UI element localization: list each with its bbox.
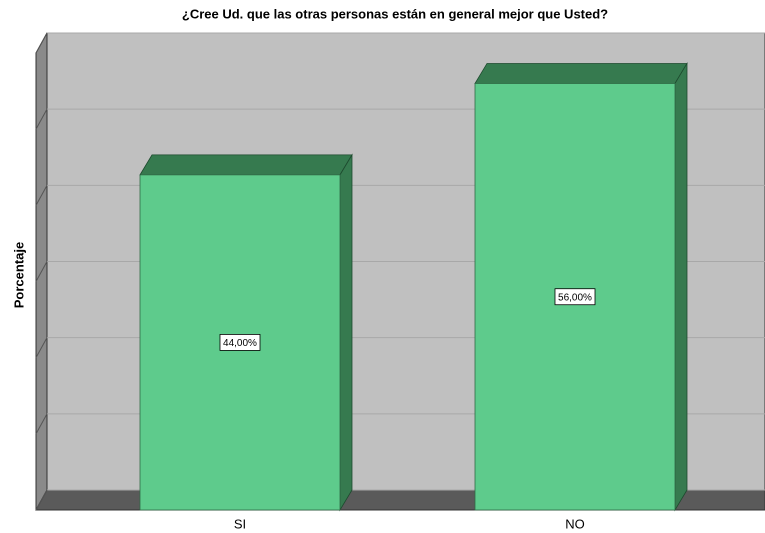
tick-mark [35, 108, 48, 130]
tick-mark [35, 413, 48, 435]
tick-mark [35, 261, 48, 282]
bars: 44,00% 56,00% [139, 62, 688, 512]
bar-side [339, 153, 353, 512]
bar-side [674, 62, 688, 512]
value-label-box [219, 334, 261, 351]
x-tick-label: NO [565, 516, 585, 531]
value-label: 44,00% [223, 338, 257, 349]
tick-mark [35, 489, 48, 511]
tick-mark [35, 32, 48, 54]
y-axis-label: Porcentaje [11, 242, 26, 308]
value-label-box [554, 288, 596, 306]
tick-mark [35, 337, 48, 358]
chart-title: ¿Cree Ud. que las otras personas están e… [182, 6, 608, 21]
x-tick-label: SI [234, 516, 246, 531]
bar-top [139, 154, 353, 176]
bar-top [474, 63, 688, 84]
value-label: 56,00% [558, 292, 592, 303]
tick-mark [35, 185, 48, 206]
